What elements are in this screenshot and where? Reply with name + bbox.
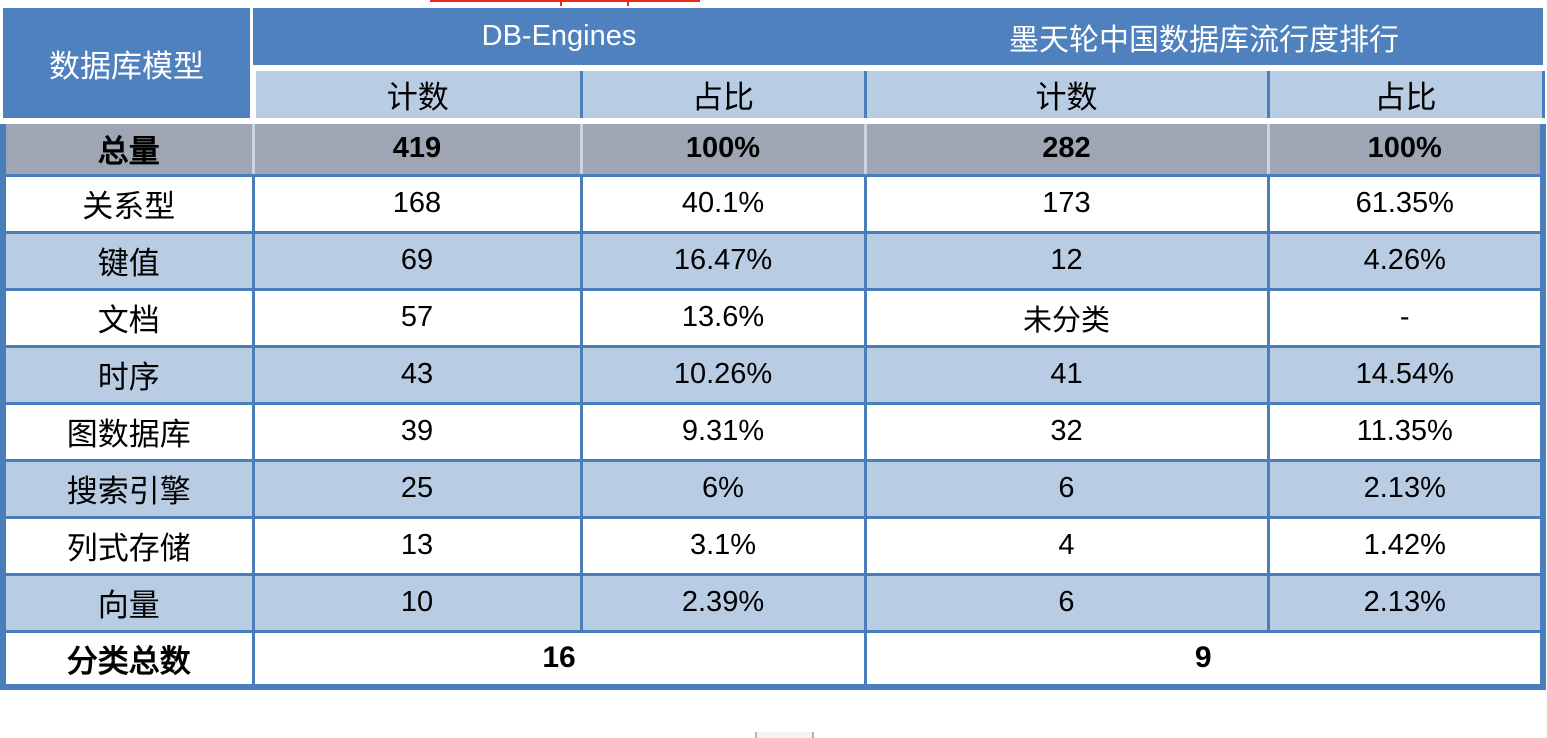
cell-value: 14.54%: [1266, 344, 1546, 405]
table-row: 列式存储 13 3.1% 4 1.42%: [0, 515, 1546, 576]
database-model-comparison-table: 数据库模型 DB-Engines 墨天轮中国数据库流行度排行 计数 占比 计数 …: [0, 8, 1546, 690]
cell-value: 32: [863, 401, 1270, 462]
row-label: 关系型: [0, 173, 255, 234]
cell-value: 10: [251, 572, 583, 633]
row-label: 分类总数: [0, 629, 255, 690]
cell-value: 2.13%: [1266, 458, 1546, 519]
row-label: 文档: [0, 287, 255, 348]
row-label: 图数据库: [0, 401, 255, 462]
red-border-fragment: [430, 0, 700, 6]
row-label: 总量: [0, 118, 255, 177]
db-engines-category-total: 16: [251, 629, 867, 690]
cell-value: 12: [863, 230, 1270, 291]
subheader-share-right: 占比: [1266, 65, 1545, 124]
cell-value: 419: [251, 118, 583, 177]
table-row: 键值 69 16.47% 12 4.26%: [0, 230, 1546, 291]
cell-value: 4.26%: [1266, 230, 1546, 291]
cell-value: 4: [863, 515, 1270, 576]
row-label: 向量: [0, 572, 255, 633]
cell-value: 2.13%: [1266, 572, 1546, 633]
row-label: 键值: [0, 230, 255, 291]
cell-value: 16.47%: [579, 230, 867, 291]
cell-value: 41: [863, 344, 1270, 405]
motianlun-category-total: 9: [863, 629, 1546, 690]
cell-value: 40.1%: [579, 173, 867, 234]
table-row: 关系型 168 40.1% 173 61.35%: [0, 173, 1546, 234]
cell-value: 43: [251, 344, 583, 405]
red-tick-mark: [627, 0, 629, 6]
cell-value: 100%: [579, 118, 867, 177]
column-group-db-engines: DB-Engines: [253, 8, 865, 68]
cell-value: 未分类: [863, 287, 1270, 348]
cell-value: 25: [251, 458, 583, 519]
cell-value: 100%: [1266, 118, 1546, 177]
table-row-total: 总量 419 100% 282 100%: [0, 118, 1546, 177]
cell-value: 13: [251, 515, 583, 576]
cell-value: 69: [251, 230, 583, 291]
cell-value: 3.1%: [579, 515, 867, 576]
cell-value: 6%: [579, 458, 867, 519]
table-row: 搜索引擎 25 6% 6 2.13%: [0, 458, 1546, 519]
table-row: 时序 43 10.26% 41 14.54%: [0, 344, 1546, 405]
row-label: 时序: [0, 344, 255, 405]
cell-value: 9.31%: [579, 401, 867, 462]
cell-value: 1.42%: [1266, 515, 1546, 576]
cell-value: 57: [251, 287, 583, 348]
subheader-count-left: 计数: [250, 65, 583, 124]
row-label: 列式存储: [0, 515, 255, 576]
cell-value: 6: [863, 458, 1270, 519]
cell-value: 2.39%: [579, 572, 867, 633]
cell-value: 173: [863, 173, 1270, 234]
cell-value: 10.26%: [579, 344, 867, 405]
red-tick-mark: [560, 0, 562, 6]
table-row: 图数据库 39 9.31% 32 11.35%: [0, 401, 1546, 462]
table-row: 文档 57 13.6% 未分类 -: [0, 287, 1546, 348]
table-row: 向量 10 2.39% 6 2.13%: [0, 572, 1546, 633]
table-row-category-count: 分类总数 16 9: [0, 629, 1546, 690]
cell-value: 39: [251, 401, 583, 462]
subheader-share-left: 占比: [579, 65, 867, 124]
cell-value: 282: [863, 118, 1270, 177]
header-row-groups: 数据库模型 DB-Engines 墨天轮中国数据库流行度排行: [3, 8, 1543, 124]
row-header-title: 数据库模型: [3, 8, 253, 124]
cell-value: -: [1266, 287, 1546, 348]
column-group-motianlun: 墨天轮中国数据库流行度排行: [865, 8, 1543, 68]
subheader-count-right: 计数: [863, 65, 1270, 124]
cell-value: 13.6%: [579, 287, 867, 348]
cell-value: 61.35%: [1266, 173, 1546, 234]
cell-value: 11.35%: [1266, 401, 1546, 462]
cell-value: 168: [251, 173, 583, 234]
header-row-subcolumns: 计数 占比 计数 占比: [3, 65, 1545, 124]
cutoff-cell-fragment: [755, 732, 814, 738]
cell-value: 6: [863, 572, 1270, 633]
row-label: 搜索引擎: [0, 458, 255, 519]
